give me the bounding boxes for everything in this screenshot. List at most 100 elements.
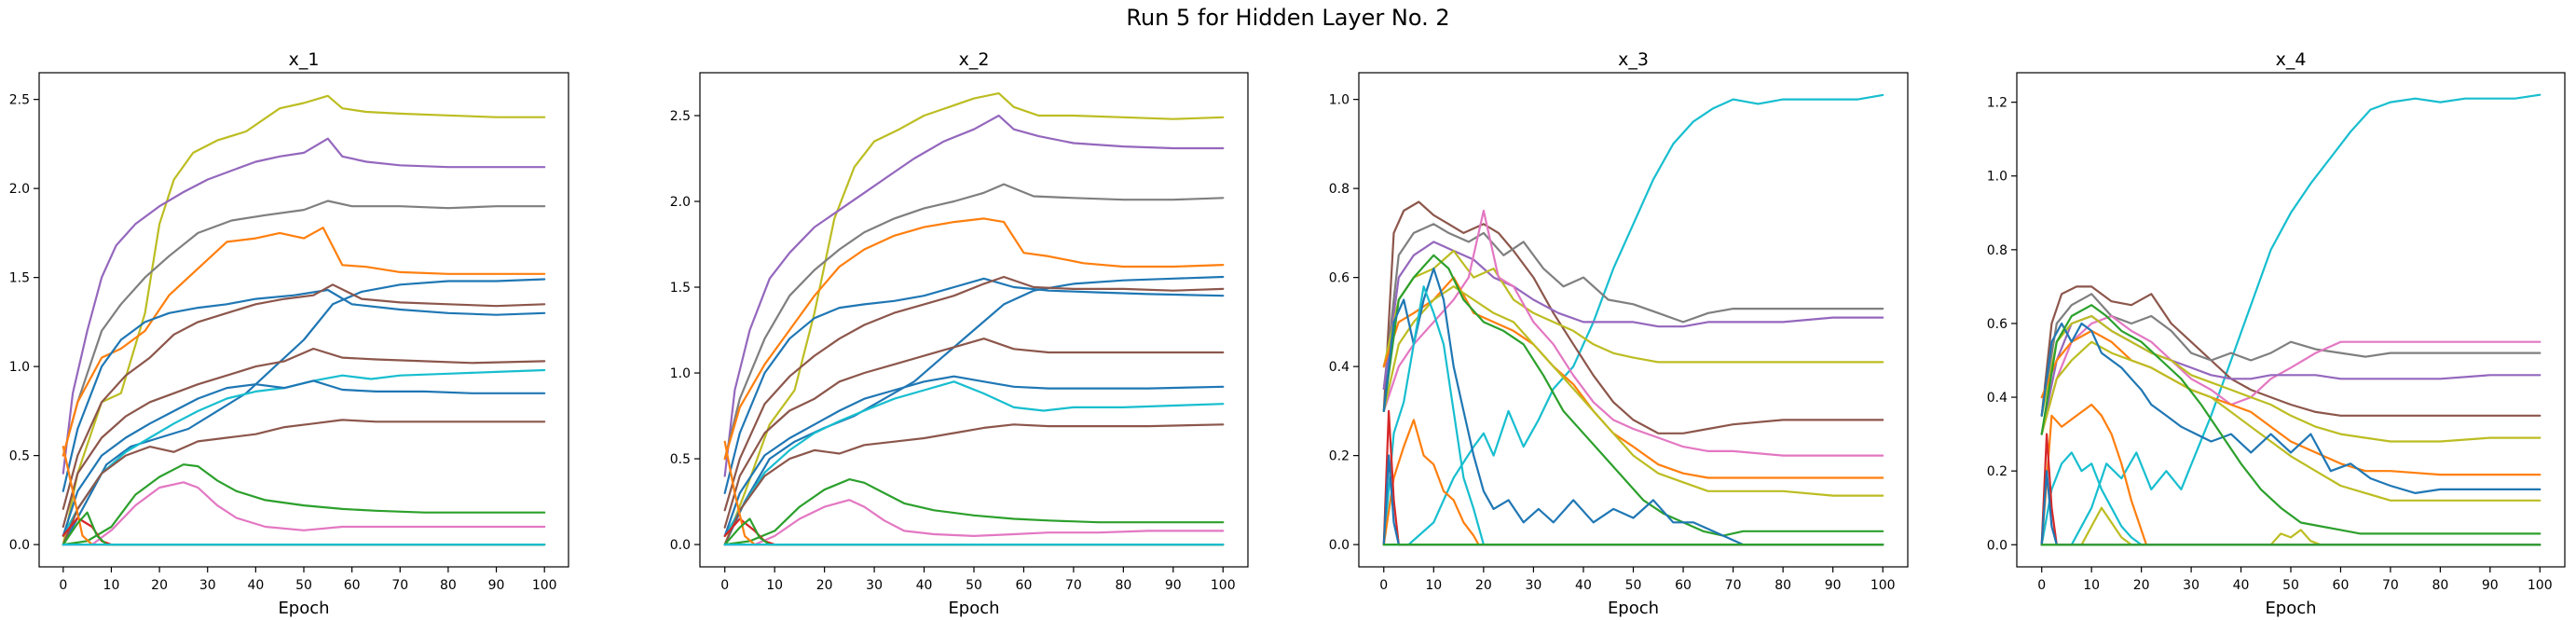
x-tick-label: 10 xyxy=(1425,578,1442,593)
x-axis-label: Epoch xyxy=(948,599,999,618)
x-tick-label: 80 xyxy=(1774,578,1791,593)
x-tick-label: 100 xyxy=(532,578,557,593)
series-line-9 xyxy=(1382,254,1884,537)
series-line-7 xyxy=(723,275,1225,512)
subplot-3: 0 10 20 30 40 50 60 70 80 90 100 0.0 0.2 0.4 0.6 0.8 1.0… xyxy=(1329,49,1909,618)
series-line-8 xyxy=(723,338,1225,529)
y-tick-label: 2.5 xyxy=(670,109,691,124)
x-tick-label: 90 xyxy=(1165,578,1182,593)
x-tick-label: 80 xyxy=(1115,578,1131,593)
y-tick-label: 0.8 xyxy=(1329,182,1350,197)
series-group xyxy=(62,94,546,546)
x-axis-label: Epoch xyxy=(278,599,329,618)
x-tick-label: 50 xyxy=(966,578,982,593)
x-tick-label: 30 xyxy=(1525,578,1541,593)
y-tick-label: 1.2 xyxy=(1987,96,2007,111)
series-line-3 xyxy=(2040,293,2542,417)
y-tick-label: 2.0 xyxy=(670,195,691,210)
y-tick-label: 0.0 xyxy=(1329,538,1350,553)
series-line-9 xyxy=(723,380,1225,537)
y-tick-label: 0.8 xyxy=(1987,243,2007,258)
series-group xyxy=(2040,93,2542,546)
y-tick-label: 2.5 xyxy=(9,93,30,108)
series-line-10 xyxy=(723,375,1225,537)
x-tick-label: 0 xyxy=(59,578,67,593)
series-line-3 xyxy=(1382,223,1884,391)
series-line-13 xyxy=(62,481,546,546)
x-tick-label: 0 xyxy=(1379,578,1388,593)
series-line-11 xyxy=(62,419,546,546)
x-tick-label: 40 xyxy=(916,578,933,593)
x-tick-label: 10 xyxy=(103,578,120,593)
x-tick-label: 20 xyxy=(2133,578,2150,593)
subplot-title: x_2 xyxy=(959,49,990,70)
series-line-11 xyxy=(2040,451,2542,546)
y-tick-label: 0.6 xyxy=(1329,271,1350,286)
x-tick-label: 30 xyxy=(866,578,883,593)
x-tick-label: 50 xyxy=(1625,578,1642,593)
x-tick-label: 70 xyxy=(1065,578,1082,593)
x-tick-label: 20 xyxy=(1475,578,1492,593)
x-tick-label: 70 xyxy=(391,578,408,593)
x-tick-label: 100 xyxy=(1870,578,1896,593)
y-tick-label: 0.6 xyxy=(1987,317,2007,332)
x-tick-label: 50 xyxy=(2282,578,2299,593)
x-tick-label: 90 xyxy=(2482,578,2499,593)
x-tick-label: 20 xyxy=(816,578,833,593)
series-line-5 xyxy=(1382,249,1884,368)
x-tick-label: 70 xyxy=(1725,578,1742,593)
series-line-12 xyxy=(1382,419,1884,546)
series-line-1 xyxy=(723,92,1225,546)
x-tick-label: 60 xyxy=(1016,578,1033,593)
figure-title: Run 5 for Hidden Layer No. 2 xyxy=(1126,5,1449,31)
series-line-7 xyxy=(2040,329,2542,476)
series-line-11 xyxy=(1382,285,1884,546)
series-line-9 xyxy=(2040,322,2542,494)
y-tick-label: 0.0 xyxy=(670,538,691,553)
series-line-6 xyxy=(1382,209,1884,457)
x-tick-label: 30 xyxy=(199,578,216,593)
series-line-4 xyxy=(62,227,546,457)
x-tick-label: 0 xyxy=(720,578,729,593)
x-tick-label: 30 xyxy=(2183,578,2199,593)
x-tick-label: 40 xyxy=(2233,578,2250,593)
series-line-2 xyxy=(62,137,546,475)
y-tick-label: 1.0 xyxy=(1987,170,2007,185)
y-tick-label: 0.2 xyxy=(1329,449,1350,464)
series-line-2 xyxy=(2040,285,2542,417)
x-tick-label: 60 xyxy=(344,578,361,593)
x-tick-label: 90 xyxy=(488,578,505,593)
series-line-11 xyxy=(723,423,1225,546)
series-line-8 xyxy=(1382,285,1884,497)
series-line-2 xyxy=(723,114,1225,477)
y-tick-label: 1.0 xyxy=(670,366,691,381)
x-axis-label: Epoch xyxy=(2265,599,2316,618)
series-line-7 xyxy=(62,283,546,510)
x-tick-label: 10 xyxy=(766,578,783,593)
x-tick-label: 80 xyxy=(440,578,457,593)
y-tick-label: 1.0 xyxy=(1329,93,1350,108)
series-line-6 xyxy=(62,278,546,546)
subplot-4: 0 10 20 30 40 50 60 70 80 90 100 0.0 0.2 0.4 0.6 0.8 1.0… xyxy=(1987,49,2566,618)
x-tick-label: 100 xyxy=(1211,578,1236,593)
y-tick-label: 0.5 xyxy=(670,452,691,467)
subplot-grid: 0 10 20 30 40 50 60 70 80 90 1000.00.51.01.52.02.5… xyxy=(9,49,2566,618)
series-line-12 xyxy=(2040,403,2542,546)
x-tick-label: 60 xyxy=(2333,578,2350,593)
series-line-10 xyxy=(2040,304,2542,535)
subplot-title: x_1 xyxy=(289,49,320,70)
y-tick-label: 0.4 xyxy=(1987,391,2007,406)
series-line-12 xyxy=(723,478,1225,546)
x-tick-label: 50 xyxy=(295,578,312,593)
series-line-5 xyxy=(62,288,546,492)
subplot-1: 0 10 20 30 40 50 60 70 80 90 100 0.0 0.5 1.0 1.5 2.0 2.5… xyxy=(9,49,569,618)
y-tick-label: 0.0 xyxy=(1987,538,2007,553)
x-tick-label: 40 xyxy=(247,578,264,593)
subplot-title: x_4 xyxy=(2276,49,2307,70)
series-line-6 xyxy=(723,275,1225,546)
series-group xyxy=(1382,93,1884,546)
series-line-6 xyxy=(2040,314,2542,443)
x-tick-label: 80 xyxy=(2432,578,2448,593)
series-line-3 xyxy=(723,183,1225,461)
